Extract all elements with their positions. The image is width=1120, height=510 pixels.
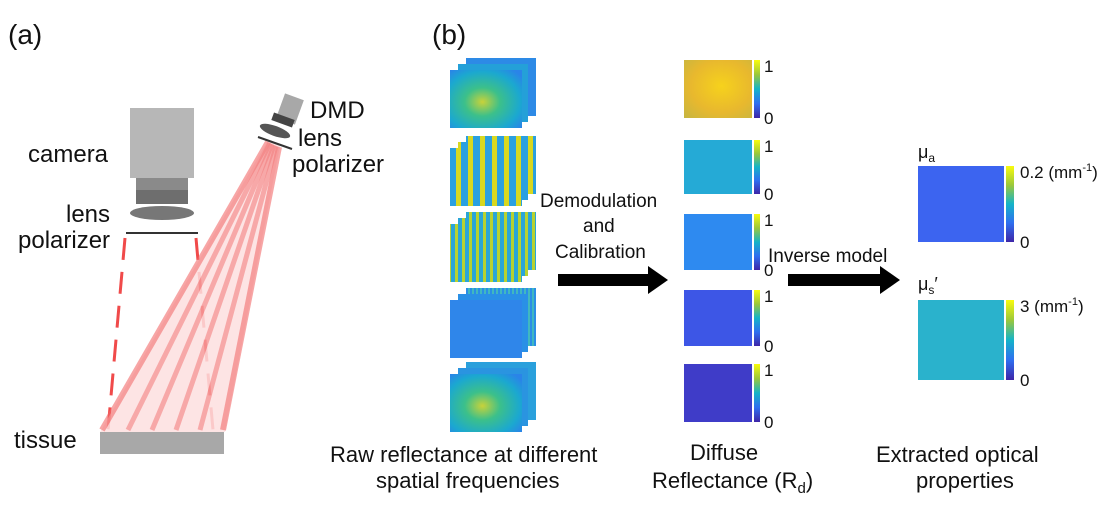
raw-stack-1: [450, 58, 536, 128]
rd-colorbar-2: [754, 140, 760, 194]
rd-colorbar-2-max: 1: [764, 137, 773, 156]
diffuse-caption-line1: Diffuse: [690, 440, 758, 465]
rd-colorbar-5-max: 1: [764, 361, 773, 380]
rd-colorbar-4: [754, 290, 760, 346]
demodulation-arrow: [558, 266, 668, 294]
raw-stack-2: [450, 136, 536, 206]
extracted-caption-line2: properties: [916, 468, 1014, 493]
dmd-label: DMD: [310, 97, 365, 124]
polarizer-right-label: polarizer: [292, 151, 384, 178]
mus-colorbar-min: 0: [1020, 371, 1029, 390]
inverse-model-arrow: [788, 266, 900, 294]
mua-colorbar-min: 0: [1020, 233, 1029, 252]
tissue-block: [100, 432, 224, 454]
inverse-model-label: Inverse model: [768, 246, 887, 267]
lens-right-icon: [259, 123, 291, 139]
mua-map: [918, 166, 1004, 242]
raw-stack-5: [450, 362, 536, 432]
rd-colorbar-4-min: 0: [764, 337, 773, 356]
raw-caption-line1: Raw reflectance at different: [330, 442, 597, 467]
camera-icon: [130, 108, 194, 204]
tissue-label: tissue: [14, 427, 77, 454]
lens-left-icon: [130, 206, 194, 220]
raw-stack-4: [450, 288, 536, 358]
mua-colorbar-max: 0.2 (mm-1): [1020, 162, 1098, 182]
mus-colorbar: [1006, 300, 1014, 380]
mus-map: [918, 300, 1004, 380]
rd-map-4: 1 0: [684, 287, 773, 356]
demod-label-line1: Demodulation: [540, 191, 657, 212]
rd-map-1: 1 0: [684, 57, 773, 128]
raw-caption-line2: spatial frequencies: [376, 468, 559, 493]
rd-map-3: 1 0: [684, 211, 773, 280]
rd-colorbar-3: [754, 214, 760, 270]
panel-a-label: (a): [8, 19, 42, 50]
rd-colorbar-3-min: 0: [764, 261, 773, 280]
panel-b-label: (b): [432, 19, 466, 50]
raw-stack-3: [450, 212, 536, 282]
dmd-icon: [271, 93, 304, 128]
rd-colorbar-5: [754, 364, 760, 422]
lens-right-label: lens: [298, 125, 342, 152]
rd-map-5: 1 0: [684, 361, 773, 432]
polarizer-left-label: polarizer: [18, 227, 110, 254]
demod-label-line2: and: [583, 216, 615, 237]
projection-beams: [99, 140, 282, 432]
lens-left-label: lens: [66, 201, 110, 228]
camera-label: camera: [28, 141, 109, 168]
rd-colorbar-1-min: 0: [764, 109, 773, 128]
diffuse-caption-line2: Reflectance (Rd): [652, 468, 813, 497]
rd-colorbar-1: [754, 60, 760, 118]
mus-label: μs′: [918, 274, 938, 297]
mua-label: μa: [918, 142, 935, 165]
rd-colorbar-2-min: 0: [764, 185, 773, 204]
mua-colorbar: [1006, 166, 1014, 242]
rd-colorbar-4-max: 1: [764, 287, 773, 306]
rd-colorbar-3-max: 1: [764, 211, 773, 230]
rd-map-2: 1 0: [684, 137, 773, 204]
polarizer-right-icon: [257, 136, 293, 150]
extracted-caption-line1: Extracted optical: [876, 442, 1039, 467]
demod-label-line3: Calibration: [555, 242, 646, 263]
rd-colorbar-5-min: 0: [764, 413, 773, 432]
mus-colorbar-max: 3 (mm-1): [1020, 296, 1084, 316]
rd-colorbar-1-max: 1: [764, 57, 773, 76]
